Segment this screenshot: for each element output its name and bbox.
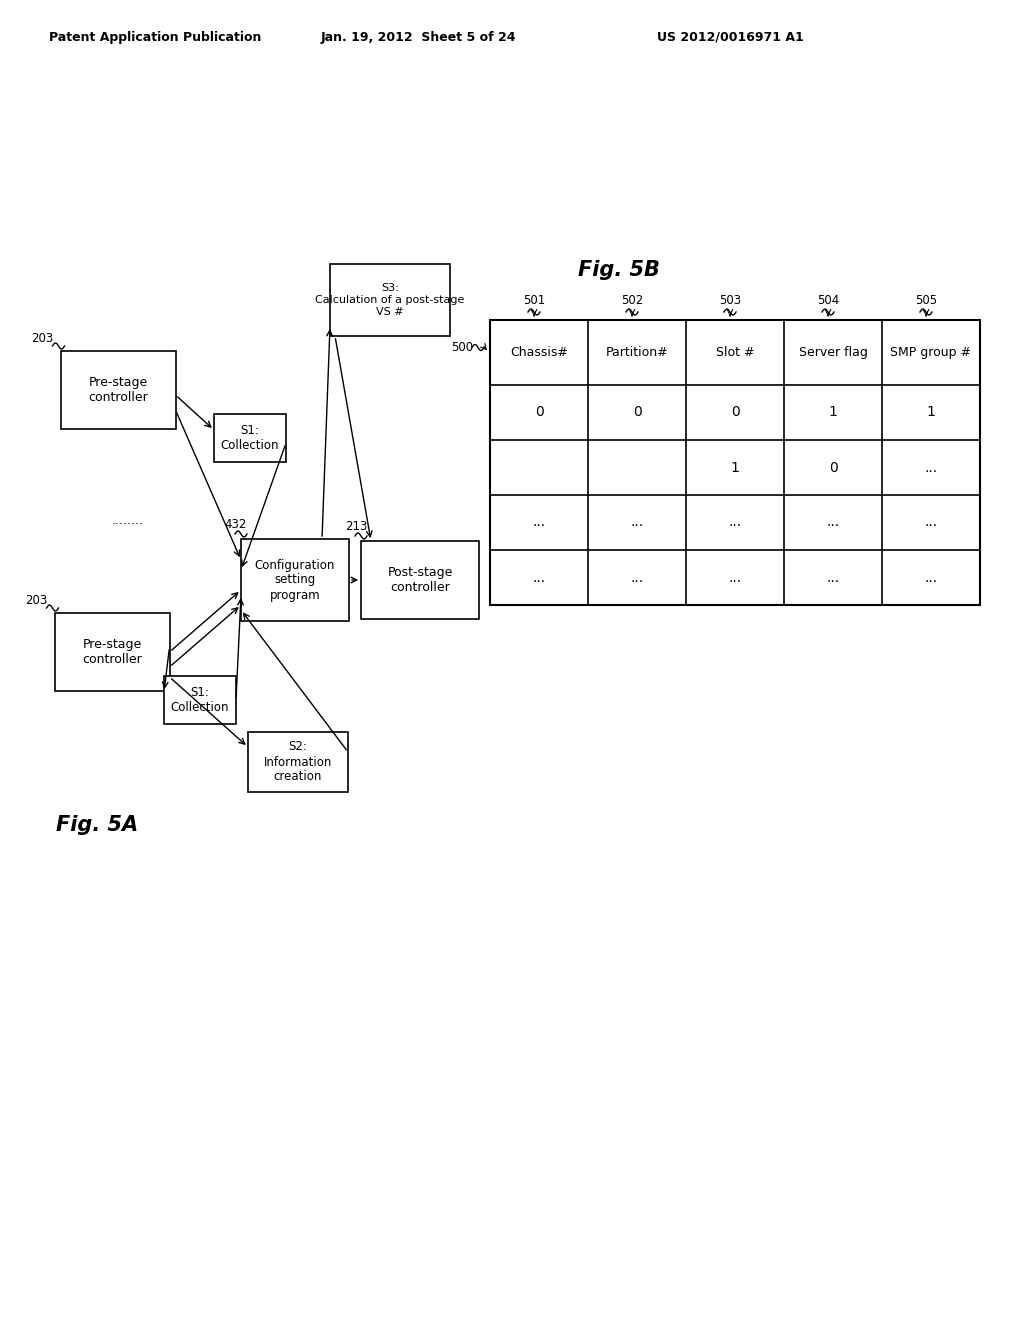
Text: ...: ... bbox=[826, 516, 840, 529]
Text: ...: ... bbox=[728, 516, 741, 529]
FancyBboxPatch shape bbox=[54, 612, 170, 690]
FancyBboxPatch shape bbox=[241, 539, 349, 620]
Text: 0: 0 bbox=[535, 405, 544, 420]
FancyBboxPatch shape bbox=[214, 414, 286, 462]
Text: S2:
Information
creation: S2: Information creation bbox=[264, 741, 332, 784]
Text: ...: ... bbox=[728, 570, 741, 585]
Text: ...: ... bbox=[925, 516, 938, 529]
Text: Slot #: Slot # bbox=[716, 346, 755, 359]
Text: Fig. 5A: Fig. 5A bbox=[56, 814, 138, 836]
Text: ........: ........ bbox=[112, 515, 144, 528]
Text: ...: ... bbox=[631, 570, 643, 585]
Text: 503: 503 bbox=[719, 293, 741, 306]
Text: Jan. 19, 2012  Sheet 5 of 24: Jan. 19, 2012 Sheet 5 of 24 bbox=[321, 30, 516, 44]
FancyBboxPatch shape bbox=[330, 264, 450, 337]
Text: ...: ... bbox=[631, 516, 643, 529]
FancyBboxPatch shape bbox=[490, 319, 980, 605]
Text: S3:
Calculation of a post-stage
VS #: S3: Calculation of a post-stage VS # bbox=[315, 284, 465, 317]
Text: Pre-stage
controller: Pre-stage controller bbox=[82, 638, 142, 667]
Text: S1:
Collection: S1: Collection bbox=[221, 424, 280, 451]
Text: Partition#: Partition# bbox=[605, 346, 669, 359]
Text: 505: 505 bbox=[914, 293, 937, 306]
Text: 432: 432 bbox=[225, 519, 247, 532]
Text: 1: 1 bbox=[828, 405, 838, 420]
Text: 203: 203 bbox=[32, 333, 53, 346]
Text: US 2012/0016971 A1: US 2012/0016971 A1 bbox=[656, 30, 804, 44]
Text: 501: 501 bbox=[523, 293, 545, 306]
FancyBboxPatch shape bbox=[60, 351, 175, 429]
Text: 213: 213 bbox=[345, 520, 368, 533]
Text: ...: ... bbox=[532, 516, 546, 529]
FancyBboxPatch shape bbox=[164, 676, 236, 723]
Text: Post-stage
controller: Post-stage controller bbox=[387, 566, 453, 594]
Text: 0: 0 bbox=[633, 405, 641, 420]
Text: Chassis#: Chassis# bbox=[510, 346, 568, 359]
Text: S1:
Collection: S1: Collection bbox=[171, 686, 229, 714]
Text: ...: ... bbox=[925, 570, 938, 585]
Text: ...: ... bbox=[826, 570, 840, 585]
Text: 203: 203 bbox=[26, 594, 48, 607]
FancyBboxPatch shape bbox=[361, 541, 479, 619]
Text: Patent Application Publication: Patent Application Publication bbox=[49, 30, 261, 44]
Text: 500: 500 bbox=[451, 341, 473, 354]
Text: ...: ... bbox=[925, 461, 938, 474]
Text: 502: 502 bbox=[621, 293, 643, 306]
Text: SMP group #: SMP group # bbox=[891, 346, 972, 359]
Text: 0: 0 bbox=[731, 405, 739, 420]
FancyBboxPatch shape bbox=[248, 733, 348, 792]
Text: Fig. 5B: Fig. 5B bbox=[578, 260, 659, 280]
Text: 1: 1 bbox=[730, 461, 739, 474]
Text: 504: 504 bbox=[817, 293, 839, 306]
Text: 0: 0 bbox=[828, 461, 838, 474]
Text: Pre-stage
controller: Pre-stage controller bbox=[88, 376, 147, 404]
Text: ...: ... bbox=[532, 570, 546, 585]
Text: Configuration
setting
program: Configuration setting program bbox=[255, 558, 335, 602]
Text: Server flag: Server flag bbox=[799, 346, 867, 359]
Text: 1: 1 bbox=[927, 405, 936, 420]
